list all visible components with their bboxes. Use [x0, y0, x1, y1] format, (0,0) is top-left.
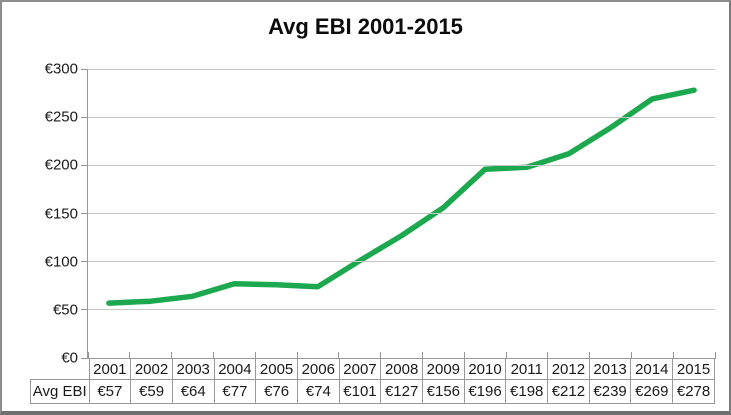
gridline [88, 116, 715, 118]
table-year-header: 2001 [88, 358, 132, 380]
table-year-header: 2003 [171, 358, 215, 380]
table-value-cell: €64 [171, 379, 215, 404]
table-value-cell: €198 [505, 379, 549, 404]
gridline [88, 261, 715, 263]
table-year-header: 2008 [380, 358, 423, 380]
x-axis-tick [87, 352, 89, 359]
table-value-cell: €76 [255, 379, 298, 404]
x-axis-tick [630, 352, 632, 359]
y-axis-tick [81, 116, 88, 118]
table-year-header: 2010 [463, 358, 507, 380]
x-axis-tick [505, 352, 507, 359]
x-axis-tick [380, 352, 382, 359]
y-axis-tick [81, 309, 88, 311]
chart-data-table: 2001 2002 2003 2004 2005 2006 2007 2008 2009 2010… [30, 358, 715, 404]
x-axis-tick [296, 352, 298, 359]
table-value-cell: €269 [630, 379, 674, 404]
table-value-cell: €127 [380, 379, 423, 404]
table-year-row: 2001 2002 2003 2004 2005 2006 2007 2008 2009 2010… [31, 358, 715, 380]
table-year-header: 2015 [672, 358, 715, 380]
y-axis-tick [81, 164, 88, 166]
table-value-row: Avg EBI €57 €59 €64 €77 €76 €74 €101 €127 €156 €19… [30, 379, 715, 404]
chart-title: Avg EBI 2001-2015 [268, 14, 463, 39]
y-axis-line [87, 69, 88, 358]
table-row-header: Avg EBI [30, 379, 90, 404]
x-axis-tick [421, 352, 423, 359]
y-axis-tick [81, 213, 88, 214]
gridline [88, 213, 715, 214]
y-axis-tick-label: €250 [44, 108, 78, 126]
table-value-cell: €239 [588, 379, 632, 404]
gridline [88, 309, 715, 311]
x-axis-tick [547, 352, 549, 359]
x-axis-tick [254, 352, 256, 359]
table-year-header: 2012 [547, 358, 590, 380]
x-axis-tick [171, 352, 173, 359]
table-year-header: 2005 [255, 358, 298, 380]
table-year-header: 2014 [630, 358, 674, 380]
gridline [88, 68, 715, 70]
table-value-cell: €57 [88, 379, 132, 404]
table-value-cell: €156 [422, 379, 465, 404]
table-value-cell: €196 [463, 379, 507, 404]
y-axis-tick [81, 357, 88, 359]
x-axis-tick [212, 352, 214, 359]
table-value-cell: €212 [547, 379, 590, 404]
x-axis-tick [672, 352, 674, 359]
table-year-header: 2007 [338, 358, 382, 380]
y-axis-tick-label: €300 [44, 60, 78, 78]
avg-ebi-series-line [106, 87, 697, 306]
table-year-header: 2002 [130, 358, 173, 380]
y-axis-tick [81, 68, 88, 70]
y-axis-tick [81, 261, 88, 263]
table-year-header: 2011 [505, 358, 549, 380]
y-axis-tick-label: €50 [52, 301, 78, 319]
gridline [88, 164, 715, 166]
table-year-header: 2013 [588, 358, 632, 380]
table-value-cell: €101 [338, 379, 382, 404]
x-axis-tick [129, 352, 131, 359]
table-year-header: 2004 [213, 358, 257, 380]
y-axis-tick-label: €0 [61, 349, 78, 367]
x-axis-tick [338, 352, 340, 359]
table-value-cell: €77 [213, 379, 257, 404]
table-value-cell: €59 [130, 379, 173, 404]
x-axis-tick [714, 352, 716, 359]
y-axis-tick-label: €200 [44, 156, 78, 174]
x-axis-tick [589, 352, 591, 359]
table-value-cell: €74 [296, 379, 340, 404]
y-axis-tick-label: €150 [44, 205, 78, 222]
table-year-header: 2006 [296, 358, 340, 380]
x-axis-tick [463, 352, 465, 359]
y-axis-tick-label: €100 [44, 253, 78, 271]
table-value-cell: €278 [672, 379, 715, 404]
table-year-header: 2009 [422, 358, 465, 380]
